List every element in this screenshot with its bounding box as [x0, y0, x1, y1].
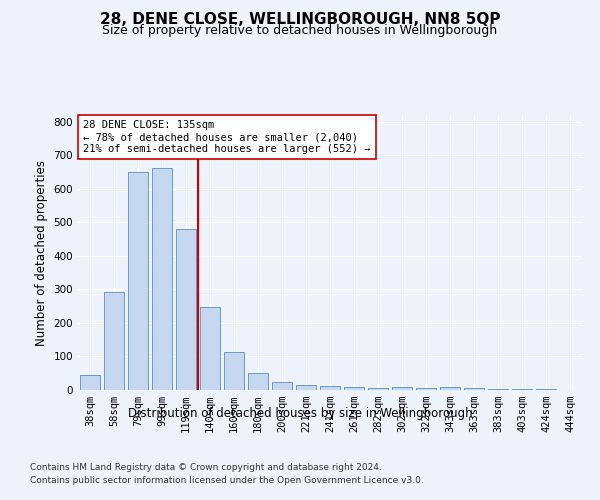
Bar [128, 172, 148, 390]
Text: 28 DENE CLOSE: 135sqm
← 78% of detached houses are smaller (2,040)
21% of semi-d: 28 DENE CLOSE: 135sqm ← 78% of detached … [83, 120, 371, 154]
Bar [464, 388, 484, 390]
Text: Distribution of detached houses by size in Wellingborough: Distribution of detached houses by size … [128, 408, 472, 420]
Bar [392, 386, 412, 390]
Text: 28, DENE CLOSE, WELLINGBOROUGH, NN8 5QP: 28, DENE CLOSE, WELLINGBOROUGH, NN8 5QP [100, 12, 500, 28]
Bar [536, 389, 556, 390]
Bar [416, 388, 436, 390]
Bar [104, 292, 124, 390]
Text: Contains HM Land Registry data © Crown copyright and database right 2024.: Contains HM Land Registry data © Crown c… [30, 462, 382, 471]
Bar [224, 352, 244, 390]
Text: Size of property relative to detached houses in Wellingborough: Size of property relative to detached ho… [103, 24, 497, 37]
Y-axis label: Number of detached properties: Number of detached properties [35, 160, 48, 346]
Bar [488, 388, 508, 390]
Bar [248, 373, 268, 390]
Bar [272, 382, 292, 390]
Bar [176, 229, 196, 390]
Bar [320, 386, 340, 390]
Bar [80, 375, 100, 390]
Bar [440, 388, 460, 390]
Text: Contains public sector information licensed under the Open Government Licence v3: Contains public sector information licen… [30, 476, 424, 485]
Bar [200, 307, 220, 390]
Bar [368, 388, 388, 390]
Bar [296, 385, 316, 390]
Bar [152, 168, 172, 390]
Bar [344, 388, 364, 390]
